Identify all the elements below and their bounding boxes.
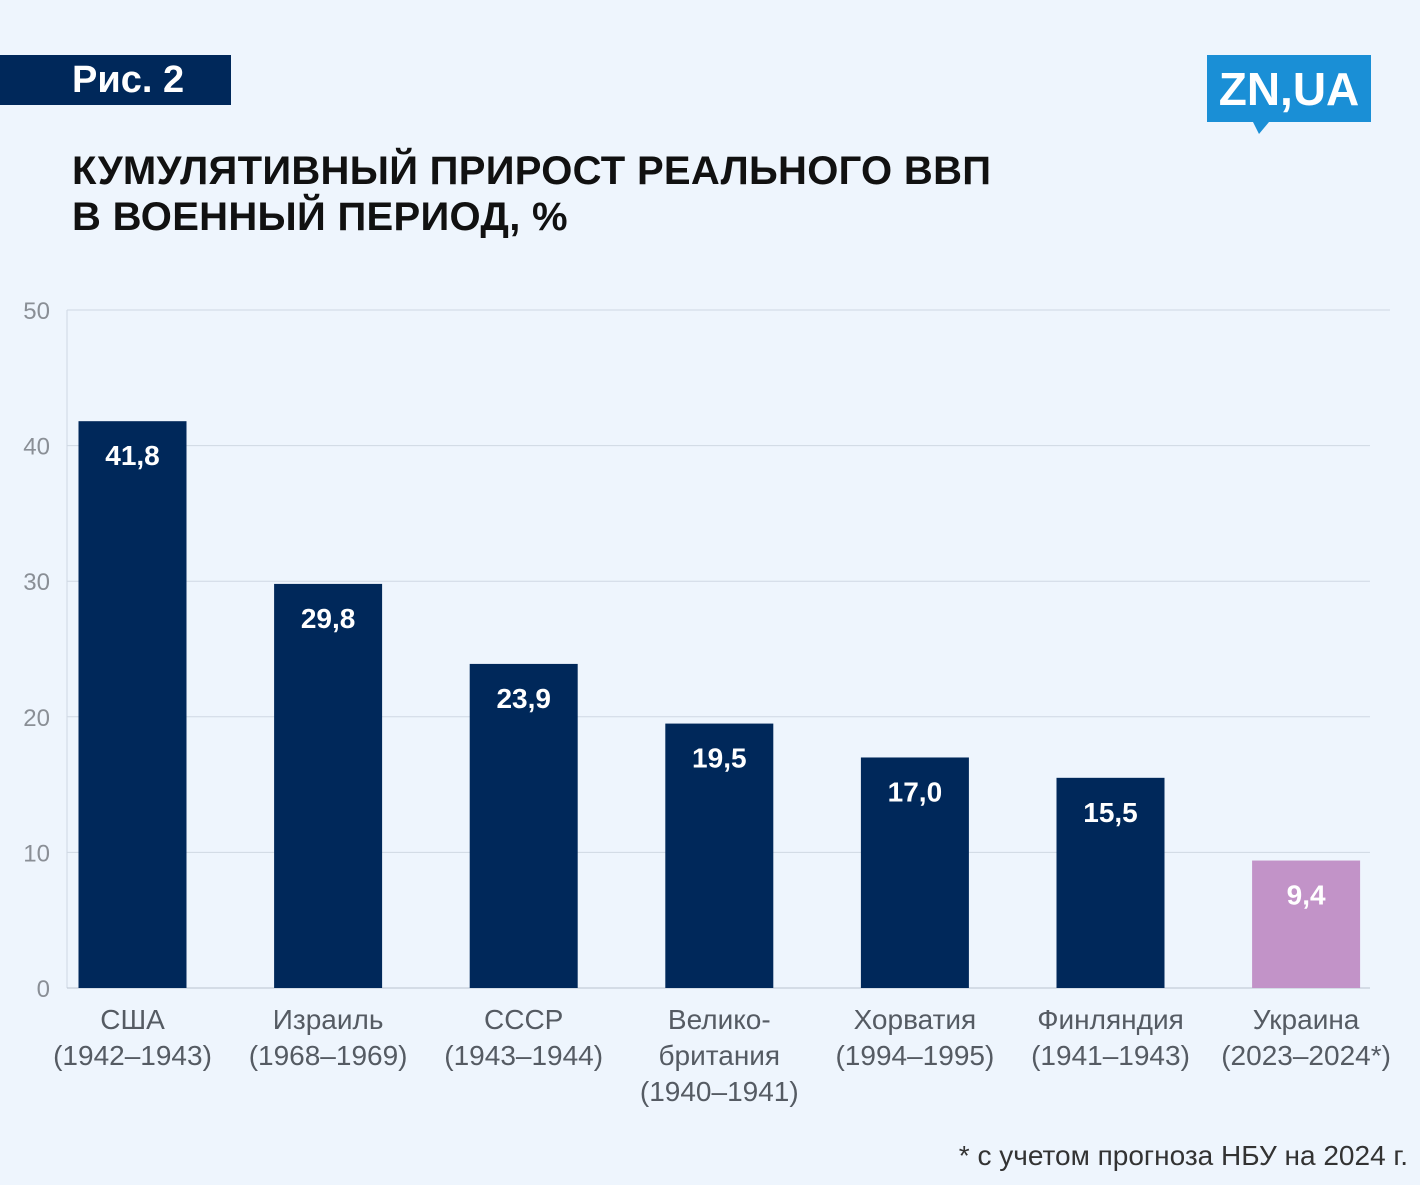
x-category-label: (1968–1969) xyxy=(249,1040,408,1071)
bar-value-label: 19,5 xyxy=(692,743,747,774)
footnote: * с учетом прогноза НБУ на 2024 г. xyxy=(958,1140,1408,1171)
bar xyxy=(274,583,383,988)
logo-text: ZN,UA xyxy=(1219,63,1360,115)
y-tick-label: 40 xyxy=(23,434,50,461)
x-category-label: (1942–1943) xyxy=(53,1040,212,1071)
x-category-label: (1994–1995) xyxy=(835,1040,994,1071)
figure-label: Рис. 2 xyxy=(0,55,231,105)
x-category-label: (1941–1943) xyxy=(1031,1040,1190,1071)
bar xyxy=(78,421,187,988)
bar xyxy=(1056,777,1165,988)
bar xyxy=(469,663,578,988)
x-category-label: (1940–1941) xyxy=(640,1076,799,1107)
bar xyxy=(860,757,969,988)
x-category-label: Украина xyxy=(1253,1004,1360,1035)
zn-ua-logo: ZN,UA xyxy=(1207,55,1371,135)
y-tick-label: 0 xyxy=(37,976,50,1003)
bar-value-label: 23,9 xyxy=(496,683,551,714)
x-category-label: британия xyxy=(658,1040,780,1071)
y-tick-label: 20 xyxy=(23,705,50,732)
x-category-label: Велико- xyxy=(668,1004,771,1035)
bar-value-label: 15,5 xyxy=(1083,797,1138,828)
chart-title-line-1: КУМУЛЯТИВНЫЙ ПРИРОСТ РЕАЛЬНОГО ВВП xyxy=(72,149,992,193)
x-category-label: США xyxy=(100,1004,165,1035)
bar-chart: 0 10 20 30 40 50 41,8 США (1942–1943) 29,8 Израиль… xyxy=(23,298,1391,1107)
bar-value-label: 29,8 xyxy=(301,603,356,634)
bar-value-label: 9,4 xyxy=(1287,880,1326,911)
chart-title: КУМУЛЯТИВНЫЙ ПРИРОСТ РЕАЛЬНОГО ВВП В ВОЕ… xyxy=(72,148,991,240)
y-tick-label: 50 xyxy=(23,298,50,325)
x-category-label: (1943–1944) xyxy=(444,1040,603,1071)
x-category-label: (2023–2024*) xyxy=(1221,1040,1391,1071)
x-category-label: Финляндия xyxy=(1037,1004,1184,1035)
bar xyxy=(665,723,774,988)
bar-value-label: 17,0 xyxy=(888,776,943,807)
y-tick-label: 30 xyxy=(23,569,50,596)
y-tick-label: 10 xyxy=(23,840,50,867)
chart-title-line-2: В ВОЕННЫЙ ПЕРИОД, % xyxy=(72,195,568,239)
bar xyxy=(1252,860,1361,988)
x-category-label: Израиль xyxy=(273,1004,384,1035)
x-category-label: Хорватия xyxy=(854,1004,977,1035)
x-category-label: СССР xyxy=(484,1004,563,1035)
bar-value-label: 41,8 xyxy=(105,440,160,471)
